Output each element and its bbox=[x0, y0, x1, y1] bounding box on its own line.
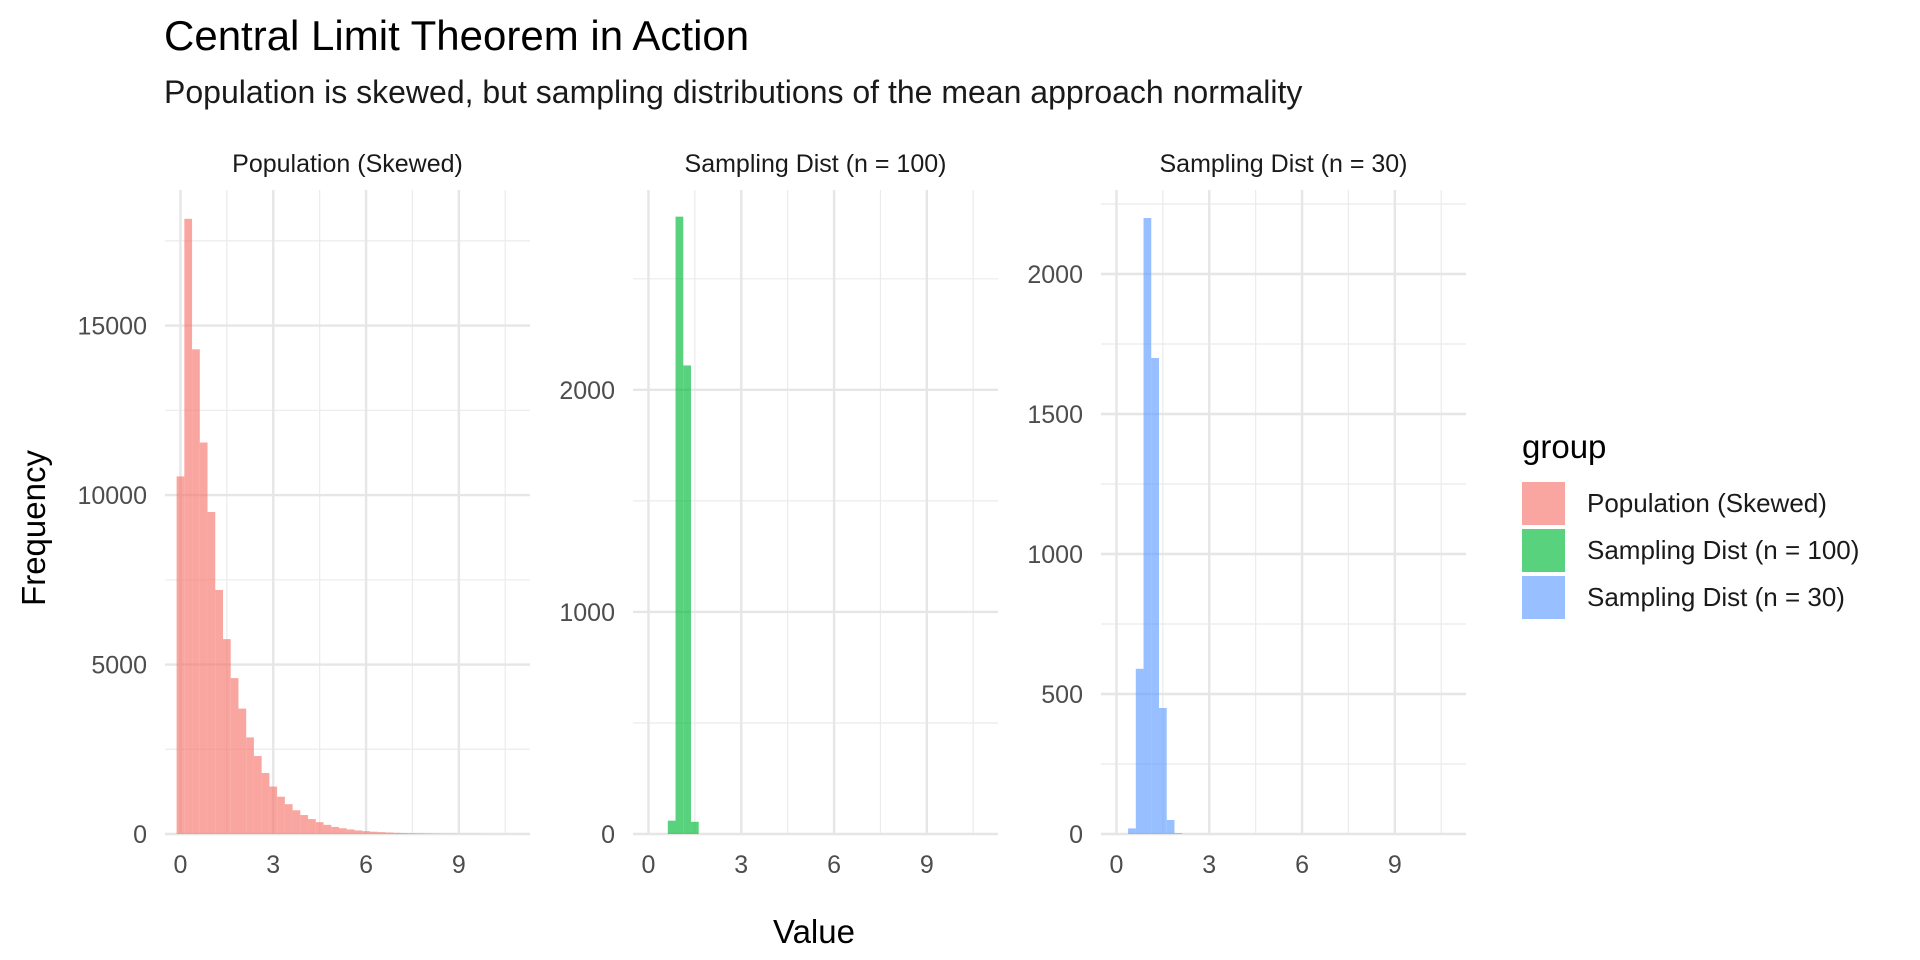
x-tick-label: 0 bbox=[1110, 851, 1124, 879]
y-tick-label: 500 bbox=[1041, 681, 1083, 709]
histogram-bar bbox=[246, 737, 254, 834]
y-tick-label: 2000 bbox=[559, 377, 615, 405]
histogram-bar bbox=[323, 824, 332, 834]
y-tick-label: 15000 bbox=[77, 313, 147, 341]
histogram-bar bbox=[354, 830, 363, 834]
histogram-bar bbox=[690, 821, 699, 834]
chart-subtitle: Population is skewed, but sampling distr… bbox=[164, 74, 1303, 110]
x-axis-title: Value bbox=[773, 913, 855, 950]
histogram-bar bbox=[346, 829, 355, 834]
histogram-bar bbox=[385, 832, 394, 834]
legend-key-sampling-100 bbox=[1522, 529, 1565, 572]
legend-label-sampling-30: Sampling Dist (n = 30) bbox=[1587, 582, 1845, 612]
histogram-bar bbox=[400, 833, 409, 834]
legend-label-population: Population (Skewed) bbox=[1587, 488, 1827, 518]
histogram-bar bbox=[1135, 668, 1144, 834]
histogram-bar bbox=[667, 820, 676, 834]
y-tick-label: 2000 bbox=[1027, 261, 1083, 289]
histogram-bar bbox=[230, 678, 239, 834]
histogram-bar bbox=[199, 442, 208, 834]
legend-key-population bbox=[1522, 482, 1565, 525]
histogram-bar bbox=[1158, 708, 1167, 834]
histogram-bar bbox=[683, 365, 691, 834]
histogram-bar bbox=[675, 216, 684, 835]
histogram-bar bbox=[1174, 833, 1183, 834]
histogram-bar bbox=[1151, 358, 1159, 834]
x-tick-label: 0 bbox=[642, 851, 656, 879]
histogram-bar bbox=[222, 639, 231, 834]
x-tick-label: 6 bbox=[1295, 851, 1309, 879]
y-tick-label: 1000 bbox=[559, 599, 615, 627]
x-tick-label: 9 bbox=[920, 851, 934, 879]
panel-2: Sampling Dist (n = 100) 0 1000 2000 0 3 6 9 bbox=[559, 150, 998, 879]
histogram-bar bbox=[308, 819, 316, 834]
y-axis-title: Frequency bbox=[15, 450, 52, 606]
histogram-bar bbox=[300, 815, 309, 834]
histogram-bar bbox=[284, 804, 293, 834]
histogram-bar bbox=[408, 833, 417, 834]
facet-strip-label: Sampling Dist (n = 100) bbox=[685, 150, 947, 178]
x-tick-label: 9 bbox=[452, 851, 466, 879]
histogram-bar bbox=[338, 828, 347, 834]
x-tick-label: 9 bbox=[1388, 851, 1402, 879]
legend-item-sampling-30: Sampling Dist (n = 30) bbox=[1522, 574, 1859, 621]
histogram-bar bbox=[1128, 828, 1136, 834]
y-tick-label: 0 bbox=[1069, 821, 1083, 849]
legend-title: group bbox=[1522, 428, 1607, 465]
x-tick-label: 3 bbox=[734, 851, 748, 879]
histogram-bar bbox=[269, 786, 278, 834]
y-tick-label: 10000 bbox=[77, 482, 147, 510]
facet-strip-label: Sampling Dist (n = 30) bbox=[1159, 150, 1407, 178]
y-tick-label: 1000 bbox=[1027, 541, 1083, 569]
x-tick-label: 0 bbox=[174, 851, 188, 879]
y-tick-label: 1500 bbox=[1027, 401, 1083, 429]
x-tick-label: 3 bbox=[266, 851, 280, 879]
x-tick-label: 6 bbox=[359, 851, 373, 879]
histogram-bar bbox=[261, 772, 270, 834]
histogram-bar bbox=[192, 349, 200, 834]
y-tick-label: 5000 bbox=[91, 652, 147, 680]
histogram-bar bbox=[184, 218, 193, 834]
histogram-bar bbox=[253, 756, 262, 834]
legend-item-sampling-100: Sampling Dist (n = 100) bbox=[1522, 527, 1859, 574]
histogram-bar bbox=[1143, 218, 1152, 834]
histogram-bar bbox=[1166, 820, 1175, 834]
histogram-bar bbox=[362, 831, 370, 834]
histogram-bar bbox=[277, 796, 285, 834]
x-tick-label: 6 bbox=[827, 851, 841, 879]
legend-item-population: Population (Skewed) bbox=[1522, 480, 1859, 527]
facet-strip-label: Population (Skewed) bbox=[232, 150, 463, 178]
histogram-bar bbox=[176, 476, 185, 834]
chart-title: Central Limit Theorem in Action bbox=[164, 12, 750, 59]
histogram-bar bbox=[369, 831, 378, 834]
histogram-bar bbox=[416, 833, 425, 834]
legend: group Population (Skewed) Sampling Dist … bbox=[1522, 428, 1859, 621]
y-tick-label: 0 bbox=[133, 821, 147, 849]
histogram-bar bbox=[377, 832, 386, 834]
histogram-bar bbox=[238, 708, 247, 834]
histogram-bar bbox=[292, 810, 301, 834]
panel-3: Sampling Dist (n = 30) 0 500 1000 1500 2000 0 3… bbox=[1027, 150, 1466, 879]
legend-key-sampling-30 bbox=[1522, 576, 1565, 619]
histogram-bar bbox=[331, 826, 339, 834]
y-tick-label: 0 bbox=[601, 821, 615, 849]
histogram-bar bbox=[393, 832, 401, 834]
histogram-bar bbox=[215, 589, 223, 834]
legend-label-sampling-100: Sampling Dist (n = 100) bbox=[1587, 535, 1860, 565]
x-tick-label: 3 bbox=[1202, 851, 1216, 879]
histogram-bar bbox=[315, 822, 324, 834]
histogram-bar bbox=[207, 512, 216, 834]
panel-1: Population (Skewed) 0 5000 10000 15000 0 3 6 9 bbox=[77, 150, 530, 879]
